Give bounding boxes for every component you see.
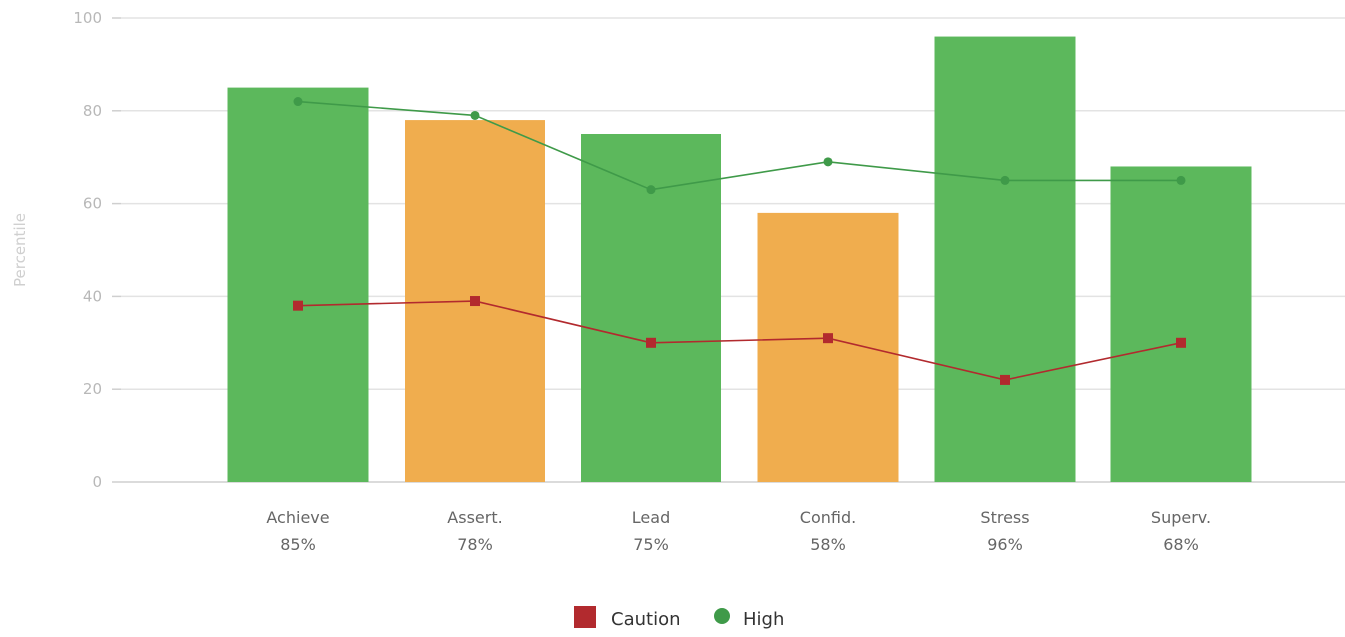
bar-stress[interactable] [934, 36, 1076, 483]
line-caution [297, 300, 1182, 381]
y-axis-title: Percentile [11, 213, 29, 287]
y-tick-label-0: 0 [92, 473, 102, 491]
bar-value-label-assert: 78% [457, 535, 493, 554]
bar-value-label-superv: 68% [1163, 535, 1199, 554]
label-layer: Achieve 85% Assert. 78% Lead 75% Confid. 58% Str… [266, 508, 1211, 554]
point-caution-2[interactable] [646, 337, 656, 348]
point-caution-5[interactable] [1176, 337, 1186, 348]
point-high-1[interactable] [470, 110, 480, 120]
line-high [297, 100, 1181, 191]
y-tick-label-40: 40 [83, 287, 102, 305]
point-high-5[interactable] [1176, 175, 1186, 185]
legend-high-label: High [743, 609, 784, 630]
bar-confid[interactable] [757, 212, 899, 482]
bar-value-label-stress: 96% [987, 535, 1023, 554]
bar-achieve[interactable] [227, 87, 369, 482]
point-high-4[interactable] [1000, 175, 1010, 185]
point-caution-3[interactable] [823, 333, 833, 344]
legend-high-swatch [714, 608, 730, 624]
x-tick-label-assert: Assert. [447, 508, 502, 527]
point-high-2[interactable] [646, 185, 656, 195]
point-caution-4[interactable] [1000, 374, 1010, 385]
legend-item-high[interactable]: High [714, 608, 784, 630]
line-layer [293, 97, 1186, 385]
legend-caution-label: Caution [611, 609, 681, 630]
bar-value-label-achieve: 85% [280, 535, 316, 554]
x-tick-label-achieve: Achieve [266, 508, 329, 527]
bar-superv[interactable] [1110, 166, 1252, 483]
y-tick-label-100: 100 [73, 9, 102, 27]
x-tick-label-confid: Confid. [800, 508, 856, 527]
legend-item-caution[interactable]: Caution [574, 606, 681, 630]
x-tick-label-superv: Superv. [1151, 508, 1211, 527]
bar-value-label-lead: 75% [633, 535, 669, 554]
y-tick-label-80: 80 [83, 102, 102, 120]
point-high-0[interactable] [293, 97, 303, 107]
x-tick-label-lead: Lead [632, 508, 670, 527]
y-tick-label-60: 60 [83, 195, 102, 213]
point-caution-0[interactable] [293, 300, 303, 311]
legend: Caution High [574, 606, 784, 630]
x-tick-label-stress: Stress [980, 508, 1029, 527]
bar-value-label-confid: 58% [810, 535, 846, 554]
bar-layer [227, 36, 1252, 483]
legend-caution-swatch [574, 606, 596, 628]
point-caution-1[interactable] [470, 296, 480, 307]
point-high-3[interactable] [823, 157, 833, 167]
y-tick-label-20: 20 [83, 380, 102, 398]
